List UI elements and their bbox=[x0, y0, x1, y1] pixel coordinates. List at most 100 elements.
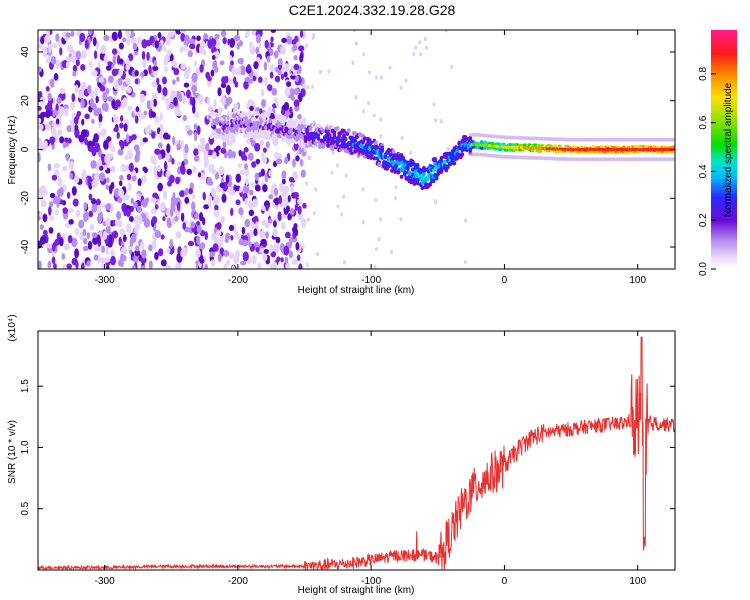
spectrogram-cell bbox=[58, 187, 64, 197]
spectrogram-cell bbox=[55, 208, 59, 216]
spectrogram-cell bbox=[247, 258, 252, 265]
spectrogram-cell bbox=[274, 203, 280, 210]
spectrogram-cell bbox=[199, 64, 204, 73]
spectrogram-cell bbox=[231, 67, 236, 76]
spectrogram-cell bbox=[277, 64, 283, 70]
spectrogram-cell bbox=[225, 98, 231, 107]
spectrogram-cell bbox=[209, 251, 216, 258]
spectrogram-cell bbox=[225, 84, 231, 95]
spectrogram-cell bbox=[156, 77, 160, 86]
spectrogram-cell bbox=[96, 214, 103, 224]
spectrogram-cell bbox=[374, 197, 378, 203]
spectrogram-cell bbox=[145, 197, 150, 203]
spectrogram-cell bbox=[211, 187, 216, 197]
spectrogram-cell bbox=[74, 248, 79, 259]
spectrogram-cell bbox=[420, 185, 425, 191]
spectrogram-cell bbox=[235, 173, 242, 183]
spectrogram-cell bbox=[179, 190, 185, 198]
spectrogram-cell bbox=[342, 128, 346, 134]
spectrogram-cell bbox=[42, 213, 48, 223]
spectrogram-cell bbox=[171, 157, 175, 165]
spectrogram-cell bbox=[74, 128, 80, 139]
spectrogram-cell bbox=[88, 30, 93, 36]
spectrogram-cell bbox=[289, 106, 293, 114]
spectrogram-cell bbox=[136, 193, 141, 200]
spectrogram-cell bbox=[157, 84, 162, 94]
spectrogram-cell bbox=[90, 89, 95, 100]
spectrogram-cell bbox=[215, 39, 221, 50]
spectrogram-cell bbox=[457, 140, 461, 146]
spectrogram-cell bbox=[330, 125, 335, 131]
spectrogram-cell bbox=[655, 145, 660, 149]
spectrogram-cell bbox=[75, 50, 81, 60]
spectrogram-cell bbox=[218, 166, 225, 176]
spectrogram-cell bbox=[196, 235, 201, 245]
spectrogram-cell bbox=[538, 149, 543, 153]
spectrogram-cell bbox=[110, 181, 115, 190]
spectrogram-cell bbox=[39, 224, 45, 230]
spectrogram-cell bbox=[172, 79, 176, 85]
spectrogram-cell bbox=[118, 188, 125, 198]
spectrogram-cell bbox=[134, 249, 141, 257]
spectrogram-cell bbox=[251, 254, 257, 265]
spectrogram-cell bbox=[442, 159, 447, 165]
spectrogram-cell bbox=[228, 55, 233, 61]
spectrogram-cell bbox=[671, 137, 675, 142]
spectrogram-cell bbox=[80, 262, 85, 269]
spectrogram-cell bbox=[196, 35, 201, 42]
spectrogram-cell bbox=[450, 157, 455, 163]
spectrogram-cell bbox=[162, 87, 168, 97]
spectrogram-cell bbox=[194, 212, 199, 220]
spectrogram-cell bbox=[311, 144, 316, 149]
spectrogram-cell bbox=[67, 138, 72, 144]
spectrogram-cell bbox=[111, 48, 118, 55]
spectrogram-cell bbox=[283, 101, 290, 111]
spectrogram-cell bbox=[48, 227, 54, 234]
spectrogram-cell bbox=[394, 185, 398, 190]
spectrogram-cell bbox=[302, 83, 306, 90]
spectrogram-cell bbox=[277, 211, 282, 222]
spectrogram-cell bbox=[105, 87, 110, 95]
spectrogram-cell bbox=[316, 132, 321, 138]
spectrogram-cell bbox=[49, 215, 55, 221]
spectrogram-cell bbox=[212, 243, 219, 252]
spectrogram-cell bbox=[321, 128, 325, 134]
spectrogram-cell bbox=[354, 41, 358, 46]
spectrogram-cell bbox=[180, 212, 185, 222]
spectrogram-cell bbox=[257, 262, 262, 269]
spectrogram-cell bbox=[243, 147, 249, 153]
spectrogram-cell bbox=[38, 117, 42, 124]
spectrogram-cell bbox=[289, 207, 295, 216]
spectrogram-cell bbox=[82, 237, 88, 245]
spectrogram-cell bbox=[184, 143, 189, 154]
spectrogram-cell bbox=[352, 30, 356, 33]
spectrogram-cell bbox=[38, 152, 41, 163]
spectrogram-cell bbox=[265, 204, 269, 212]
spectrogram-cell bbox=[151, 80, 157, 88]
spectrogram-cell bbox=[285, 263, 291, 269]
spectrogram-cell bbox=[46, 243, 53, 249]
spectrogram-cell bbox=[260, 88, 265, 97]
spectrogram-cell bbox=[166, 247, 171, 254]
spectrogram-cell bbox=[56, 97, 62, 104]
spectrogram-cell bbox=[409, 162, 413, 168]
spectrogram-cell bbox=[111, 98, 116, 109]
spectrogram-cell bbox=[176, 143, 181, 151]
spectrogram-cell bbox=[72, 71, 77, 77]
spectrogram-cell bbox=[374, 140, 378, 145]
spectrogram-cell bbox=[72, 198, 79, 207]
spectrogram-cell bbox=[78, 219, 85, 229]
spectrogram-cell bbox=[134, 115, 139, 124]
spectrogram-cell bbox=[299, 159, 304, 167]
spectrogram-cell bbox=[414, 45, 418, 50]
spectrogram-cell bbox=[241, 127, 246, 132]
spectrogram-cell bbox=[219, 182, 225, 189]
spectrogram-cell bbox=[68, 161, 75, 171]
colorbar-tick-label: 0.8 bbox=[698, 67, 709, 81]
spectrogram-cell bbox=[230, 207, 234, 217]
spectrogram-cell bbox=[166, 49, 172, 57]
spectrogram-cell bbox=[74, 228, 80, 236]
spectrogram-cell bbox=[55, 118, 60, 125]
spectrogram-cell bbox=[197, 172, 202, 178]
spectrogram-cell bbox=[66, 263, 72, 269]
